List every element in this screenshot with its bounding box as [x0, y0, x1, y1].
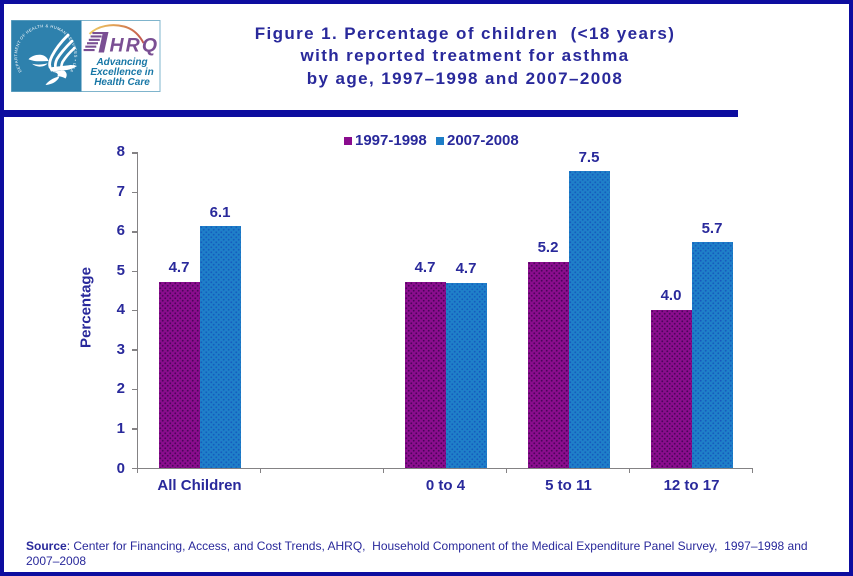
svg-text:Health Care: Health Care [94, 77, 150, 88]
svg-text:Advancing: Advancing [95, 57, 147, 68]
svg-text:HRQ: HRQ [110, 35, 158, 57]
svg-text:Excellence in: Excellence in [90, 67, 153, 78]
